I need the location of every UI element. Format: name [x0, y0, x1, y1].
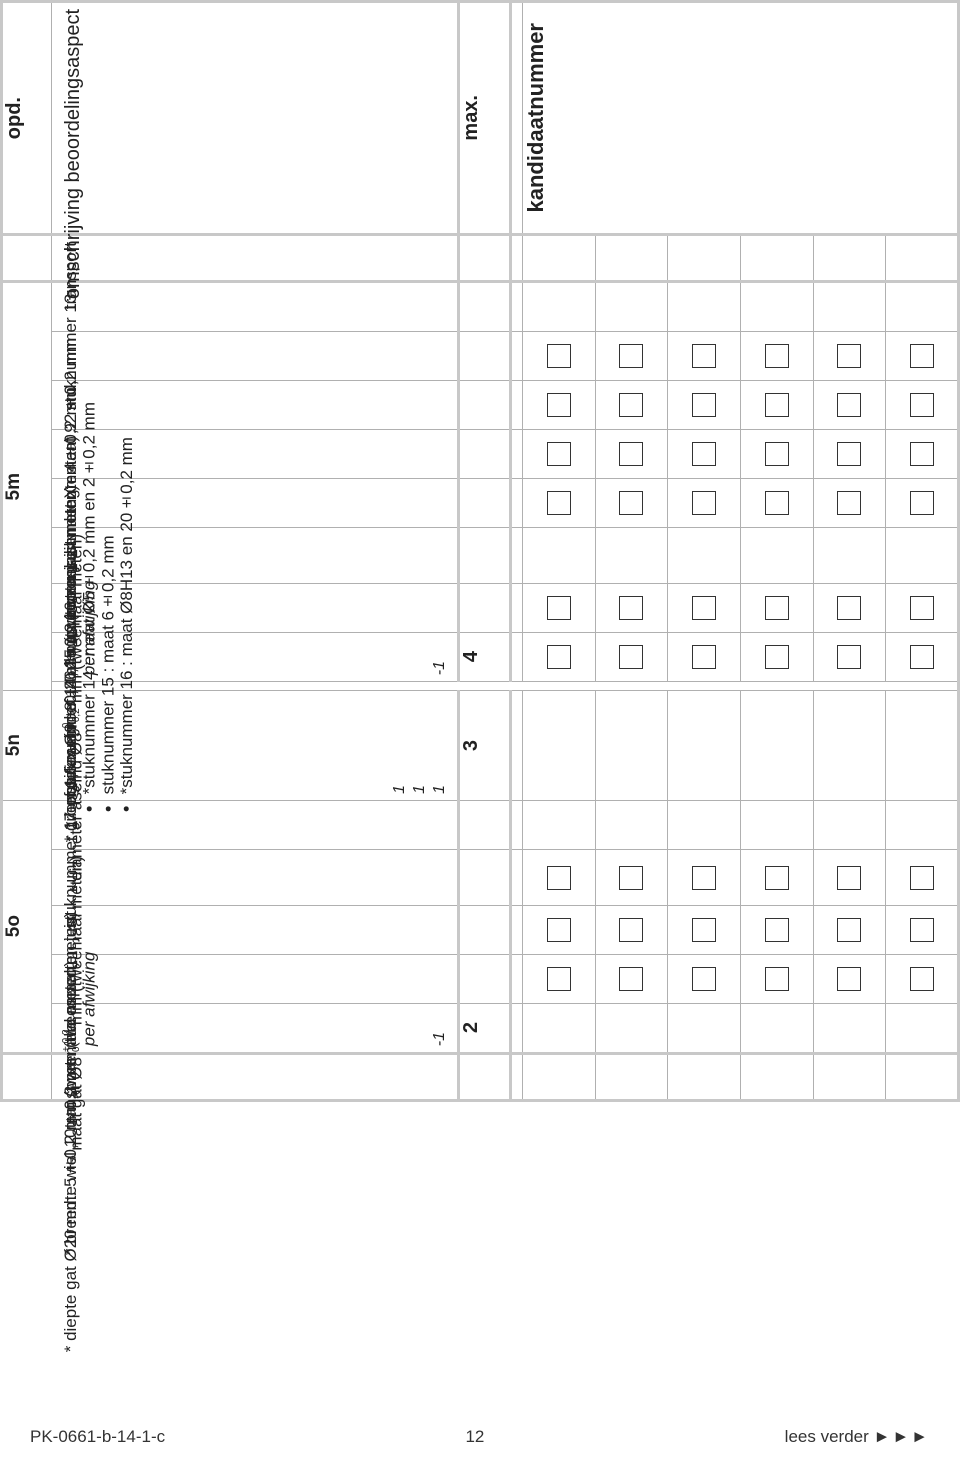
row-14: alle aspecten juistper afwijking -1: [51, 1004, 458, 1054]
checkbox[interactable]: [668, 633, 741, 682]
checkbox[interactable]: [813, 479, 886, 528]
max-3: 3: [458, 691, 510, 801]
checkbox[interactable]: [813, 955, 886, 1004]
checkbox[interactable]: [886, 381, 959, 430]
section-5o: 5o: [2, 801, 52, 1054]
checkbox[interactable]: [740, 381, 813, 430]
checkbox[interactable]: [886, 479, 959, 528]
assessment-grid: opd. omschrijving beoordelingsaspect max…: [0, 0, 960, 1102]
checkbox[interactable]: [595, 479, 668, 528]
checkbox[interactable]: [668, 332, 741, 381]
checkbox[interactable]: [813, 906, 886, 955]
checkbox[interactable]: [523, 906, 596, 955]
checkbox[interactable]: [523, 850, 596, 906]
checkbox[interactable]: [523, 381, 596, 430]
section-5n: 5n: [2, 691, 52, 801]
checkbox[interactable]: [595, 584, 668, 633]
checkbox[interactable]: [595, 633, 668, 682]
checkbox[interactable]: [813, 381, 886, 430]
checkbox[interactable]: [886, 850, 959, 906]
checkbox[interactable]: [523, 633, 596, 682]
checkbox[interactable]: [523, 332, 596, 381]
checkbox[interactable]: [813, 430, 886, 479]
max-4: 4: [458, 633, 510, 682]
checkbox[interactable]: [595, 430, 668, 479]
checkbox[interactable]: [668, 479, 741, 528]
checkbox[interactable]: [886, 430, 959, 479]
checkbox[interactable]: [668, 430, 741, 479]
checkbox[interactable]: [813, 332, 886, 381]
header-sep: [510, 2, 522, 235]
transport-bottom: transport: [51, 1054, 458, 1101]
checkbox[interactable]: [740, 633, 813, 682]
checkbox[interactable]: [595, 906, 668, 955]
checkbox[interactable]: [595, 332, 668, 381]
header-max: max.: [458, 2, 510, 235]
checkbox[interactable]: [813, 633, 886, 682]
checkbox[interactable]: [523, 955, 596, 1004]
footer-center: 12: [465, 1427, 484, 1447]
transport-top: transport: [51, 235, 458, 282]
row-1: stuknummer 13:: [51, 282, 458, 332]
checkbox[interactable]: [523, 479, 596, 528]
row-2: lengtemaat 92±0,2 mm: [51, 332, 458, 381]
checkbox[interactable]: [740, 479, 813, 528]
header-opd: opd.: [2, 2, 52, 235]
checkbox[interactable]: [740, 850, 813, 906]
checkbox[interactable]: [886, 906, 959, 955]
checkbox[interactable]: [740, 906, 813, 955]
checkbox[interactable]: [740, 584, 813, 633]
row-11: * maat gat Ø8 + 0,20 mm (tweemaal meten): [51, 850, 458, 906]
checkbox[interactable]: [886, 955, 959, 1004]
header-kn: kandidaatnummer: [523, 2, 959, 235]
checkbox[interactable]: [813, 850, 886, 906]
checkbox[interactable]: [668, 381, 741, 430]
footer-left: PK-0661-b-14-1-c: [30, 1427, 165, 1447]
checkbox[interactable]: [813, 584, 886, 633]
checkbox[interactable]: [740, 430, 813, 479]
checkbox[interactable]: [668, 850, 741, 906]
checkbox[interactable]: [595, 381, 668, 430]
checkbox[interactable]: [668, 906, 741, 955]
arrow-right-icon: ►►►: [874, 1427, 930, 1446]
row-13: * diepte gat Ø20 mm: 5±0,2 mm (tweemaal …: [51, 955, 458, 1004]
checkbox[interactable]: [886, 633, 959, 682]
checkbox[interactable]: [523, 584, 596, 633]
header-desc: omschrijving beoordelingsaspect: [51, 2, 458, 235]
checkbox[interactable]: [595, 850, 668, 906]
checkbox[interactable]: [523, 430, 596, 479]
checkbox[interactable]: [668, 584, 741, 633]
checkbox[interactable]: [886, 584, 959, 633]
row-10: stuknummer 17:: [51, 801, 458, 850]
checkbox[interactable]: [740, 955, 813, 1004]
max-2: 2: [458, 1004, 510, 1054]
checkbox[interactable]: [740, 332, 813, 381]
checkbox[interactable]: [886, 332, 959, 381]
row-9: stuknummer 14, 15 en 16: *stuknummer 14 …: [51, 691, 458, 801]
checkbox[interactable]: [668, 955, 741, 1004]
footer-right: lees verder ►►►: [785, 1427, 930, 1447]
row-12: * breedte wiel 10±0,2 mm (tweemaal meten…: [51, 906, 458, 955]
checkbox[interactable]: [595, 955, 668, 1004]
section-5m: 5m: [2, 282, 52, 691]
page-footer: PK-0661-b-14-1-c 12 lees verder ►►►: [30, 1427, 930, 1447]
